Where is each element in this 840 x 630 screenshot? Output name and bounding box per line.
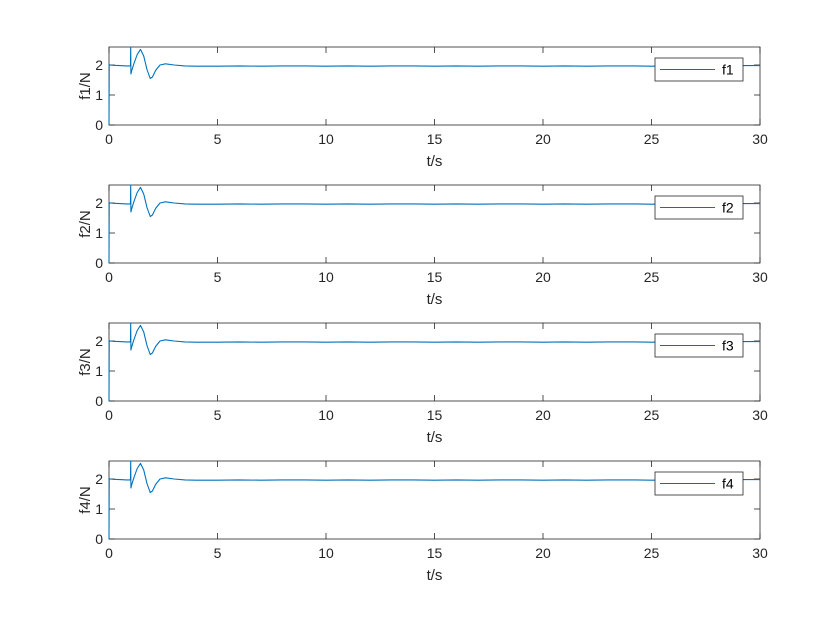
y-tick-label: 0: [95, 531, 103, 547]
y-tick-label: 0: [95, 393, 103, 409]
x-axis-label: t/s: [427, 567, 443, 584]
y-tick-label: 1: [95, 363, 103, 379]
x-tick-label: 0: [105, 545, 113, 561]
x-tick-label: 30: [752, 131, 768, 147]
x-tick-label: 15: [427, 131, 443, 147]
series-line-f4: [108, 460, 760, 540]
x-tick-label: 30: [752, 269, 768, 285]
legend: f2: [654, 195, 744, 220]
x-tick-label: 20: [535, 545, 551, 561]
legend-label: f2: [722, 200, 734, 216]
x-tick-label: 15: [427, 407, 443, 423]
x-tick-label: 30: [752, 407, 768, 423]
y-tick-label: 1: [95, 501, 103, 517]
x-axis-label: t/s: [427, 429, 443, 446]
y-tick-label: 1: [95, 225, 103, 241]
y-tick-label: 0: [95, 255, 103, 271]
legend: f3: [654, 333, 744, 358]
y-axis-label: f1/N: [77, 72, 94, 100]
x-tick-label: 0: [105, 407, 113, 423]
x-tick-label: 20: [535, 131, 551, 147]
legend-label: f4: [722, 476, 734, 492]
y-axis-label: f4/N: [77, 486, 94, 514]
y-tick-label: 2: [95, 195, 103, 211]
x-tick-label: 25: [644, 407, 660, 423]
y-tick-label: 2: [95, 57, 103, 73]
series-line-f1: [108, 46, 760, 126]
x-axis-label: t/s: [427, 153, 443, 170]
x-tick-label: 0: [105, 269, 113, 285]
x-tick-label: 20: [535, 407, 551, 423]
x-tick-label: 10: [318, 131, 334, 147]
x-tick-label: 25: [644, 269, 660, 285]
legend: f1: [654, 57, 744, 82]
y-axis-label: f2/N: [77, 210, 94, 238]
x-tick-label: 0: [105, 131, 113, 147]
y-tick-label: 1: [95, 87, 103, 103]
series-line-f3: [108, 322, 760, 402]
x-tick-label: 10: [318, 545, 334, 561]
x-tick-label: 25: [644, 545, 660, 561]
x-tick-label: 15: [427, 269, 443, 285]
y-axis-label: f3/N: [77, 348, 94, 376]
series-line-f2: [108, 184, 760, 264]
subplot-4: 0 5 10 15 20 25 30 0 1 2 t/s f4/N f4: [77, 460, 768, 584]
legend: f4: [654, 471, 744, 496]
subplot-1: 0 5 10 15 20 25 30 0 1 2 t/s f1/N f1: [77, 46, 768, 170]
legend-label: f3: [722, 338, 734, 354]
x-tick-label: 25: [644, 131, 660, 147]
x-tick-label: 5: [214, 131, 222, 147]
y-tick-label: 2: [95, 471, 103, 487]
x-tick-label: 5: [214, 545, 222, 561]
y-tick-label: 2: [95, 333, 103, 349]
legend-label: f1: [722, 62, 734, 78]
x-tick-label: 30: [752, 545, 768, 561]
x-tick-label: 10: [318, 407, 334, 423]
subplot-2: 0 5 10 15 20 25 30 0 1 2 t/s f2/N f2: [77, 184, 768, 308]
x-tick-label: 5: [214, 407, 222, 423]
y-tick-label: 0: [95, 117, 103, 133]
x-tick-label: 5: [214, 269, 222, 285]
x-axis-label: t/s: [427, 291, 443, 308]
x-tick-label: 20: [535, 269, 551, 285]
subplot-3: 0 5 10 15 20 25 30 0 1 2 t/s f3/N f3: [77, 322, 768, 446]
x-tick-label: 15: [427, 545, 443, 561]
x-tick-label: 10: [318, 269, 334, 285]
